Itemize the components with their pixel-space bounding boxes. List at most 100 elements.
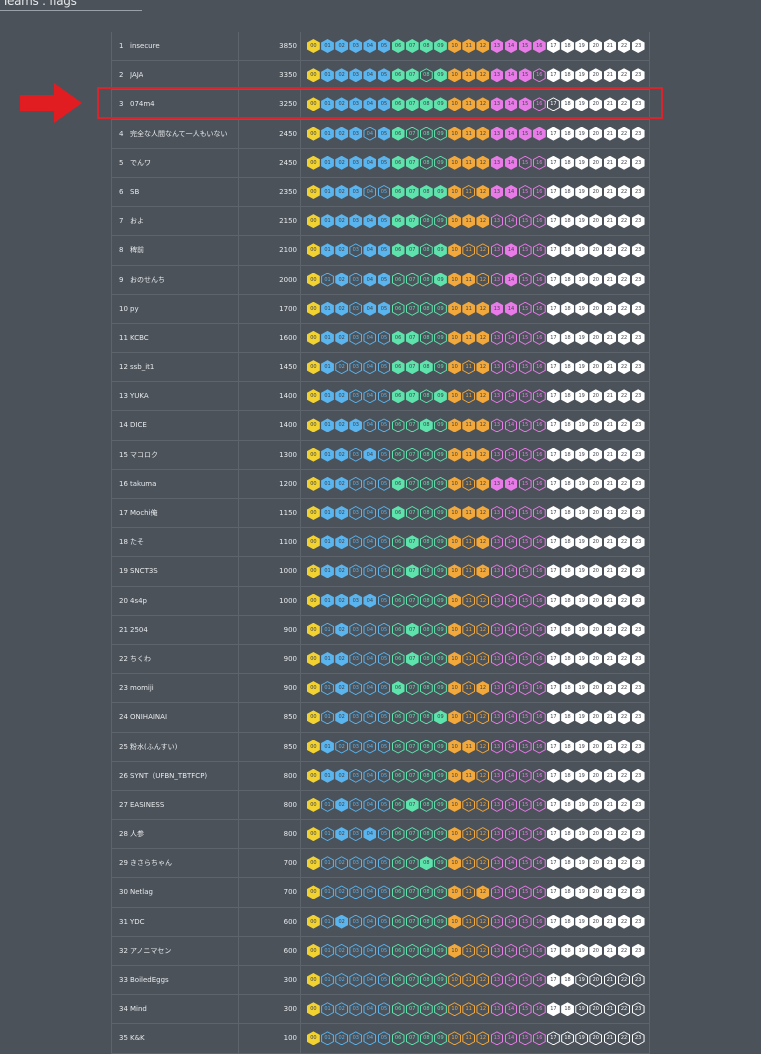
flag-badge-01[interactable]: 01 — [321, 1002, 334, 1017]
flag-badge-14[interactable]: 14 — [504, 418, 518, 433]
team-name[interactable]: マコロク — [130, 450, 158, 459]
flag-badge-04[interactable]: 04 — [363, 301, 377, 316]
flag-badge-22[interactable]: 22 — [617, 914, 631, 929]
team-row[interactable]: 19 SNCT3S 1000 00 01 02 03 04 05 06 07 08 09 10 11 12 13… — [112, 557, 650, 587]
flag-badge-12[interactable]: 12 — [476, 1031, 490, 1046]
flag-badge-06[interactable]: 06 — [391, 681, 405, 696]
flag-badge-14[interactable]: 14 — [504, 214, 518, 229]
flag-badge-00[interactable]: 00 — [307, 593, 320, 608]
flag-badge-04[interactable]: 04 — [363, 272, 377, 287]
flag-badge-22[interactable]: 22 — [617, 943, 631, 958]
flag-badge-08[interactable]: 08 — [419, 943, 433, 958]
flag-badge-23[interactable]: 23 — [631, 447, 645, 462]
flag-badge-05[interactable]: 05 — [377, 943, 391, 958]
flag-badge-13[interactable]: 13 — [490, 885, 504, 900]
flag-badge-12[interactable]: 12 — [476, 301, 490, 316]
flag-badge-03[interactable]: 03 — [349, 506, 363, 520]
flag-badge-00[interactable]: 00 — [307, 914, 320, 929]
flag-badge-19[interactable]: 19 — [575, 943, 589, 958]
flag-badge-03[interactable]: 03 — [349, 710, 363, 725]
flag-badge-19[interactable]: 19 — [575, 564, 589, 579]
flag-badge-02[interactable]: 02 — [335, 97, 349, 112]
flag-badge-21[interactable]: 21 — [603, 593, 617, 608]
flag-badge-06[interactable]: 06 — [391, 272, 405, 287]
flag-badge-22[interactable]: 22 — [617, 827, 631, 842]
flag-badge-00[interactable]: 00 — [307, 68, 320, 83]
flag-badge-09[interactable]: 09 — [434, 1002, 447, 1017]
flag-badge-16[interactable]: 16 — [532, 885, 546, 900]
flag-badge-21[interactable]: 21 — [603, 651, 617, 666]
flag-badge-04[interactable]: 04 — [363, 184, 377, 199]
flag-badge-14[interactable]: 14 — [504, 651, 518, 666]
flag-badge-15[interactable]: 15 — [518, 272, 532, 287]
flag-badge-09[interactable]: 09 — [434, 564, 447, 579]
flag-badge-05[interactable]: 05 — [377, 126, 391, 141]
team-name[interactable]: YDC — [130, 917, 145, 926]
flag-badge-12[interactable]: 12 — [476, 827, 490, 842]
flag-badge-01[interactable]: 01 — [321, 389, 334, 404]
flag-badge-13[interactable]: 13 — [490, 943, 504, 958]
flag-badge-23[interactable]: 23 — [631, 564, 645, 579]
flag-badge-19[interactable]: 19 — [575, 214, 589, 229]
flag-badge-14[interactable]: 14 — [504, 710, 518, 725]
flag-badge-07[interactable]: 07 — [405, 447, 419, 462]
flag-badge-21[interactable]: 21 — [603, 155, 617, 170]
flag-badge-01[interactable]: 01 — [321, 39, 334, 53]
flag-badge-16[interactable]: 16 — [532, 447, 546, 462]
flag-badge-15[interactable]: 15 — [518, 447, 532, 462]
team-name[interactable]: momiji — [130, 684, 154, 693]
flag-badge-08[interactable]: 08 — [419, 184, 433, 199]
flag-badge-23[interactable]: 23 — [631, 389, 645, 404]
flag-badge-08[interactable]: 08 — [419, 301, 433, 316]
flag-badge-15[interactable]: 15 — [518, 535, 532, 550]
flag-badge-18[interactable]: 18 — [561, 681, 574, 696]
flag-badge-10[interactable]: 10 — [448, 301, 461, 316]
flag-badge-10[interactable]: 10 — [448, 330, 461, 345]
flag-badge-18[interactable]: 18 — [561, 301, 574, 316]
flag-badge-00[interactable]: 00 — [307, 155, 320, 170]
flag-badge-16[interactable]: 16 — [532, 330, 546, 345]
team-row[interactable]: 1 insecure 3850 00 01 02 03 04 05 06 07 08 09 10 11 12 1… — [112, 32, 650, 62]
flag-badge-19[interactable]: 19 — [575, 418, 589, 433]
flag-badge-18[interactable]: 18 — [561, 389, 574, 404]
flag-badge-12[interactable]: 12 — [476, 1002, 490, 1017]
flag-badge-22[interactable]: 22 — [617, 651, 631, 666]
flag-badge-02[interactable]: 02 — [335, 739, 349, 754]
flag-badge-10[interactable]: 10 — [448, 827, 461, 842]
flag-badge-03[interactable]: 03 — [349, 447, 363, 462]
flag-badge-20[interactable]: 20 — [589, 330, 603, 345]
flag-badge-00[interactable]: 00 — [307, 418, 320, 433]
team-name[interactable]: KCBC — [130, 333, 149, 342]
flag-badge-10[interactable]: 10 — [448, 856, 461, 871]
flag-badge-12[interactable]: 12 — [476, 710, 490, 725]
flag-badge-13[interactable]: 13 — [490, 68, 504, 83]
flag-badge-19[interactable]: 19 — [575, 973, 589, 987]
team-row[interactable]: 6 SB 2350 00 01 02 03 04 05 06 07 08 09 10 11 12 13 14 15 1… — [112, 177, 650, 208]
flag-badge-07[interactable]: 07 — [405, 1031, 419, 1046]
flag-badge-15[interactable]: 15 — [518, 184, 532, 199]
flag-badge-17[interactable]: 17 — [547, 856, 560, 871]
flag-badge-12[interactable]: 12 — [476, 593, 490, 608]
team-name[interactable]: DICE — [130, 421, 147, 430]
flag-badge-07[interactable]: 07 — [405, 856, 419, 871]
flag-badge-02[interactable]: 02 — [335, 535, 349, 550]
flag-badge-13[interactable]: 13 — [490, 97, 504, 112]
flag-badge-23[interactable]: 23 — [631, 418, 645, 433]
flag-badge-00[interactable]: 00 — [307, 943, 320, 958]
flag-badge-08[interactable]: 08 — [419, 564, 433, 579]
team-row[interactable]: 29 きさらちゃん 700 00 01 02 03 04 05 06 07 08 09 10 11 12 13 1… — [112, 849, 650, 879]
flag-badge-00[interactable]: 00 — [307, 622, 320, 637]
flag-badge-21[interactable]: 21 — [603, 97, 617, 112]
flag-badge-09[interactable]: 09 — [434, 184, 447, 199]
flag-badge-11[interactable]: 11 — [462, 476, 476, 491]
flag-badge-16[interactable]: 16 — [532, 476, 546, 491]
flag-badge-17[interactable]: 17 — [547, 564, 560, 579]
flag-badge-20[interactable]: 20 — [589, 593, 603, 608]
flag-badge-00[interactable]: 00 — [307, 243, 320, 258]
flag-badge-12[interactable]: 12 — [476, 768, 490, 783]
flag-badge-02[interactable]: 02 — [335, 768, 349, 783]
flag-badge-23[interactable]: 23 — [631, 155, 645, 170]
flag-badge-16[interactable]: 16 — [532, 710, 546, 725]
flag-badge-06[interactable]: 06 — [391, 622, 405, 637]
flag-badge-14[interactable]: 14 — [504, 856, 518, 871]
